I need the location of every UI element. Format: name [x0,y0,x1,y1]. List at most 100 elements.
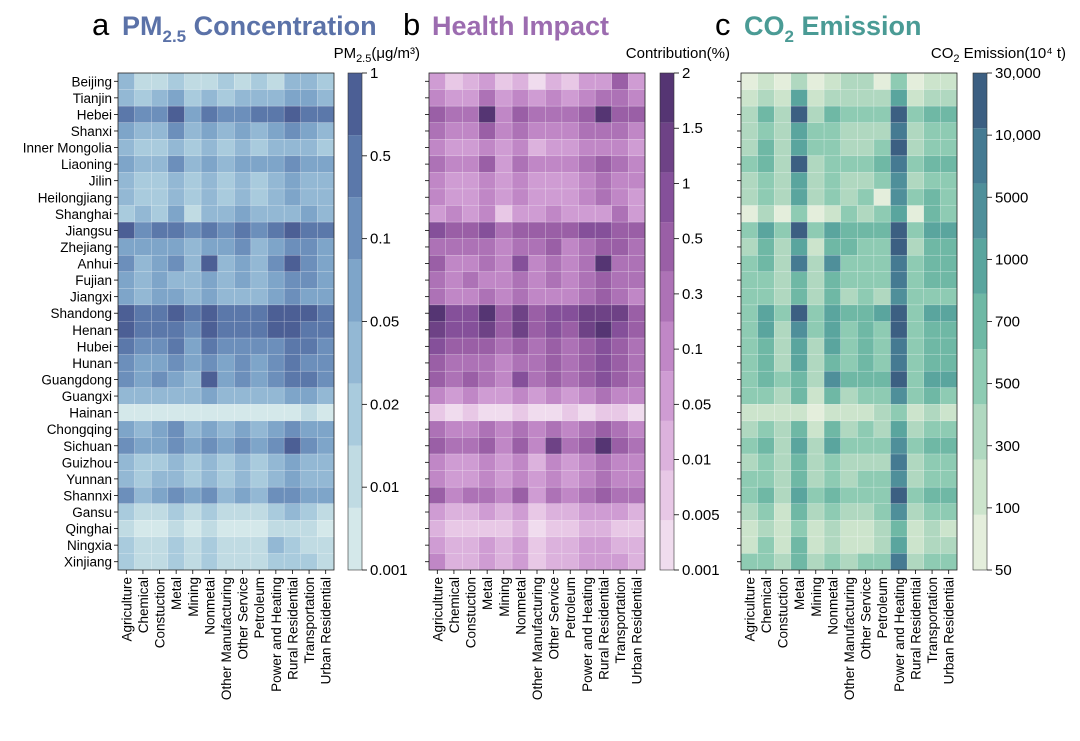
heatmap-cell [134,321,152,339]
heatmap-cell [773,321,792,339]
heatmap-cell [317,321,335,339]
heatmap-cell [561,503,579,521]
heatmap-cell [117,271,135,289]
heatmap-cell [428,470,446,488]
heatmap-cell [528,221,546,239]
column-label: Other Service [859,577,874,660]
heatmap-cell [857,337,875,355]
heatmap-cell [906,486,925,505]
heatmap-cell [461,139,480,157]
heatmap-cell [823,89,841,107]
heatmap-cell [940,72,958,90]
column-label: Urban Residential [630,577,645,684]
heatmap-cell [478,453,496,471]
heatmap-cell [428,404,446,422]
heatmap-cell [873,437,891,455]
heatmap-cell [823,188,841,206]
heatmap-cell [461,370,480,389]
heatmap-cell [317,420,335,438]
colorbar-tick-label: 500 [995,376,1020,393]
heatmap-cell [217,486,235,505]
heatmap-cell [857,72,875,90]
heatmap-cell [184,520,202,538]
heatmap-cell [757,337,775,355]
heatmap-cell [628,420,646,438]
heatmap-cell [150,387,169,405]
heatmap-cell [184,155,202,173]
heatmap-cell [923,72,941,90]
heatmap-cell [628,553,646,571]
heatmap-cell [578,503,596,521]
heatmap-cell [267,304,285,322]
heatmap-cell [823,536,841,554]
heatmap-cell [445,139,463,157]
heatmap-cell [906,453,925,471]
heatmap-cell [234,89,252,107]
heatmap-cell [300,205,318,223]
heatmap-cell [117,337,135,355]
colorbar-tick-label: 2 [682,65,690,82]
heatmap-cell [857,453,875,471]
heatmap-cell [234,221,252,239]
heatmap-cell [906,354,925,372]
column-label: Power and Heating [269,577,284,692]
heatmap-cell [445,536,463,554]
heatmap-cell [234,437,252,455]
heatmap-cell [217,553,235,571]
heatmap-cell [823,420,841,438]
heatmap-cell [267,437,285,455]
heatmap-cell [940,105,958,123]
heatmap-cell [495,321,513,339]
colorbar-segment [348,259,362,322]
heatmap-cell [594,520,613,538]
heatmap-cell [217,288,235,306]
heatmap-cell [134,205,152,223]
row-label: Xinjiang [64,555,112,570]
heatmap-cell [200,321,218,339]
heatmap-cell [628,370,646,389]
heatmap-cell [561,387,579,405]
heatmap-cell [923,437,941,455]
heatmap-cell [940,387,958,405]
column-label: Rural Residential [285,577,300,680]
heatmap-cell [300,404,318,422]
heatmap-cell [906,188,925,206]
column-label: Constuction [153,577,168,648]
heatmap-cell [807,288,825,306]
colorbar-tick-label: 0.01 [682,452,711,469]
heatmap-cell [184,470,202,488]
heatmap-cell [461,354,480,372]
heatmap-cell [461,404,480,422]
heatmap-cell [757,254,775,273]
column-label: Nonmetal [825,577,840,635]
heatmap-cell [461,188,480,206]
heatmap-cell [823,437,841,455]
colorbar-segment [973,128,987,184]
heatmap-cell [757,536,775,554]
heatmap-cell [873,470,891,488]
heatmap-cell [317,304,335,322]
heatmap-cell [428,536,446,554]
heatmap-cell [890,453,908,471]
heatmap-cell [317,254,335,273]
column-label: Mining [809,577,824,617]
heatmap-cell [134,437,152,455]
heatmap-cell [511,172,529,190]
heatmap-cell [906,520,925,538]
row-label: Chongqing [47,422,112,437]
heatmap-cell [167,72,185,90]
heatmap-cell [478,254,496,273]
heatmap-cell [773,337,792,355]
heatmap-cell [840,321,858,339]
colorbar-segment [348,321,362,384]
heatmap-cell [873,354,891,372]
heatmap-cell [545,89,563,107]
heatmap-cell [773,520,792,538]
heatmap-cell [117,503,135,521]
heatmap-cell [773,122,792,140]
heatmap-cell [823,470,841,488]
heatmap-cell [300,254,318,273]
heatmap-cell [823,387,841,405]
heatmap-cell [823,139,841,157]
